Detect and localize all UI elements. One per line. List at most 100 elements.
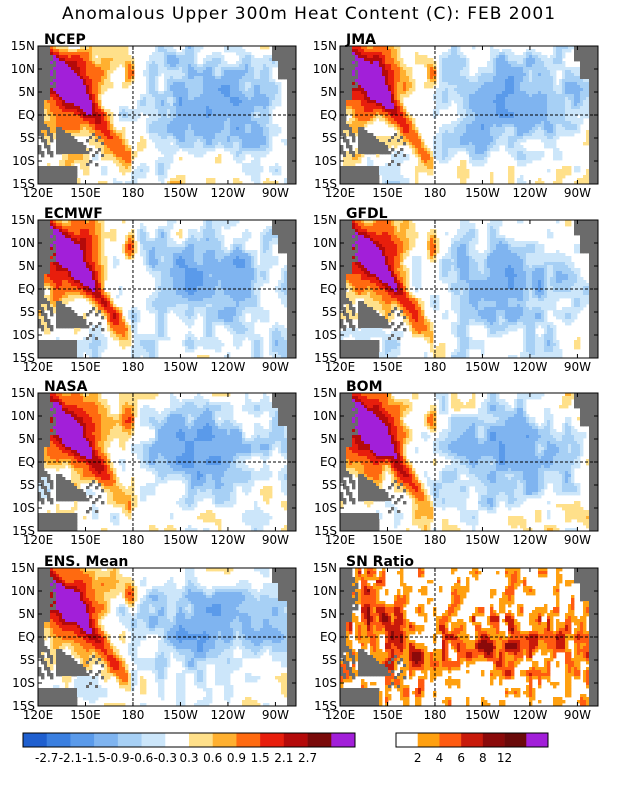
heatmap-cell: [583, 64, 587, 68]
heatmap-cell: [77, 148, 81, 152]
heatmap-cell: [463, 109, 467, 113]
heatmap-cell: [41, 82, 45, 86]
heatmap-cell: [517, 106, 521, 110]
heatmap-cell: [275, 61, 279, 65]
heatmap-cell: [388, 79, 392, 83]
heatmap-cell: [460, 100, 464, 104]
heatmap-cell: [367, 100, 371, 104]
heatmap-cell: [535, 61, 539, 65]
heatmap-cell: [92, 55, 96, 59]
heatmap-cell: [532, 52, 536, 56]
heatmap-cell: [508, 109, 512, 113]
heatmap-cell: [206, 73, 210, 77]
heatmap-cell: [188, 124, 192, 128]
heatmap-cell: [367, 76, 371, 80]
heatmap-cell: [260, 103, 264, 107]
heatmap-cell: [239, 70, 243, 74]
heatmap-cell: [595, 109, 598, 113]
heatmap-cell: [535, 124, 539, 128]
heatmap-cell: [110, 130, 114, 134]
heatmap-cell: [514, 121, 518, 125]
heatmap-cell: [188, 52, 192, 56]
heatmap-cell: [343, 82, 347, 86]
heatmap-cell: [248, 94, 252, 98]
heatmap-cell: [224, 112, 228, 116]
heatmap-cell: [230, 109, 234, 113]
heatmap-cell: [583, 58, 587, 62]
heatmap-cell: [254, 97, 258, 101]
heatmap-cell: [251, 133, 255, 137]
heatmap-cell: [583, 67, 587, 71]
heatmap-cell: [278, 85, 282, 89]
heatmap-cell: [107, 142, 111, 146]
heatmap-cell: [260, 91, 264, 95]
heatmap-cell: [427, 64, 431, 68]
heatmap-cell: [197, 154, 201, 158]
heatmap-cell: [110, 61, 114, 65]
heatmap-cell: [89, 73, 93, 77]
heatmap-cell: [454, 124, 458, 128]
heatmap-cell: [287, 118, 291, 122]
heatmap-cell: [409, 79, 413, 83]
heatmap-cell: [155, 130, 159, 134]
heatmap-cell: [403, 85, 407, 89]
heatmap-cell: [463, 79, 467, 83]
heatmap-cell: [278, 46, 282, 50]
heatmap-cell: [544, 76, 548, 80]
heatmap-cell: [41, 118, 45, 122]
heatmap-cell: [553, 73, 557, 77]
heatmap-cell: [68, 73, 72, 77]
heatmap-cell: [409, 73, 413, 77]
heatmap-cell: [242, 88, 246, 92]
heatmap-cell: [218, 121, 222, 125]
heatmap-cell: [254, 127, 258, 131]
heatmap-cell: [47, 169, 51, 173]
heatmap-cell: [62, 181, 66, 184]
heatmap-cell: [245, 127, 249, 131]
heatmap-cell: [161, 181, 165, 184]
heatmap-cell: [361, 58, 365, 62]
heatmap-cell: [514, 85, 518, 89]
heatmap-cell: [346, 55, 350, 59]
heatmap-cell: [355, 115, 359, 119]
heatmap-cell: [451, 88, 455, 92]
heatmap-cell: [80, 112, 84, 116]
heatmap-cell: [454, 46, 458, 50]
heatmap-cell: [185, 118, 189, 122]
heatmap-cell: [484, 76, 488, 80]
heatmap-cell: [352, 100, 356, 104]
heatmap-cell: [239, 181, 243, 184]
heatmap-cell: [385, 67, 389, 71]
heatmap-cell: [400, 61, 404, 65]
heatmap-cell: [155, 172, 159, 176]
heatmap-cell: [403, 115, 407, 119]
heatmap-cell: [511, 82, 515, 86]
heatmap-cell: [92, 64, 96, 68]
heatmap-cell: [562, 73, 566, 77]
heatmap-cell: [385, 82, 389, 86]
heatmap-cell: [158, 145, 162, 149]
heatmap-cell: [62, 64, 66, 68]
heatmap-cell: [101, 124, 105, 128]
heatmap-cell: [463, 61, 467, 65]
heatmap-cell: [221, 109, 225, 113]
heatmap-cell: [538, 88, 542, 92]
heatmap-cell: [505, 100, 509, 104]
heatmap-cell: [343, 127, 347, 131]
heatmap-cell: [227, 124, 231, 128]
heatmap-cell: [553, 115, 557, 119]
heatmap-cell: [358, 46, 362, 50]
heatmap-cell: [95, 115, 99, 119]
heatmap-cell: [487, 118, 491, 122]
heatmap-cell: [86, 82, 90, 86]
heatmap-cell: [496, 82, 500, 86]
heatmap-cell: [269, 148, 273, 152]
heatmap-cell: [194, 61, 198, 65]
heatmap-cell: [188, 79, 192, 83]
heatmap-cell: [50, 169, 54, 173]
heatmap-cell: [340, 70, 344, 74]
heatmap-cell: [239, 109, 243, 113]
heatmap-cell: [191, 82, 195, 86]
heatmap-cell: [56, 79, 60, 83]
heatmap-cell: [475, 115, 479, 119]
